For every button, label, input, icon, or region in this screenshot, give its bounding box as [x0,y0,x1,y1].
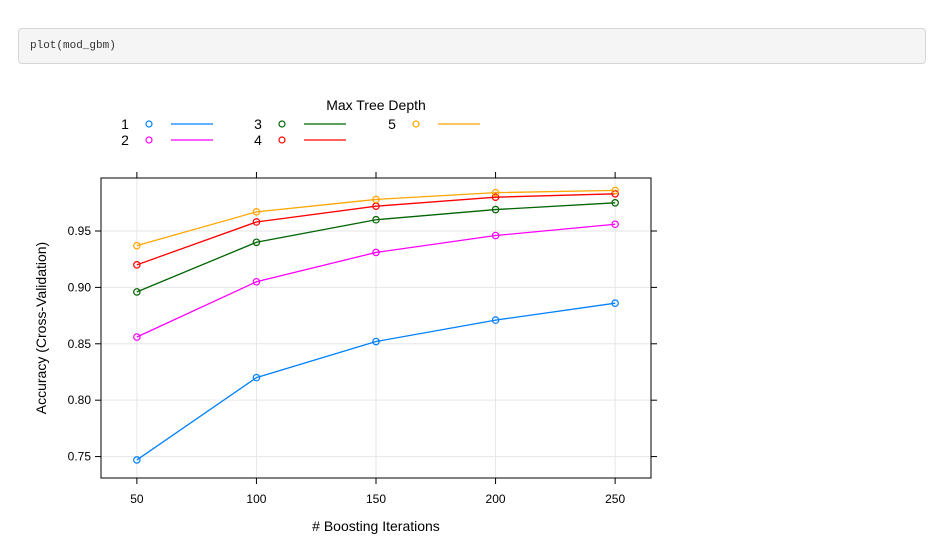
data-point [133,456,141,464]
series-line [136,202,616,293]
series-4 [133,189,619,269]
data-point [252,277,261,286]
data-point [133,241,141,250]
legend-label: 5 [388,116,396,132]
series-line [136,223,616,338]
series-3 [133,199,619,296]
x-tick-label: 100 [246,492,266,506]
y-tick-label: 0.85 [68,337,92,351]
legend-item: 3 [254,116,346,132]
data-point [611,186,619,195]
data-point [491,193,500,201]
series-5 [133,186,619,250]
legend-point [145,136,153,144]
data-point [372,248,380,257]
legend-point [278,120,286,128]
legend-item: 1 [121,116,213,132]
data-point [611,299,619,307]
legend-label: 1 [121,116,129,132]
data-point [252,238,261,247]
grid [101,178,651,478]
data-point [491,316,500,324]
legend-point [278,136,286,144]
data-point [611,220,619,229]
legend-label: 3 [254,116,262,132]
legend-item: 2 [121,132,213,148]
series-line [136,189,616,247]
data-point [491,231,500,240]
series-line [136,193,616,266]
x-tick-label: 200 [486,492,506,506]
legend-item: 4 [254,132,346,148]
data-point [372,195,380,204]
y-tick-label: 0.95 [68,224,92,238]
data-point [252,218,261,226]
x-tick-label: 50 [130,492,144,506]
legend-title: Max Tree Depth [326,97,426,113]
axes: 50 100 150 200 250 0.75 0.80 0.85 0.90 0.95 [68,172,657,506]
data-point [133,333,141,341]
code-text: plot(mod_gbm) [30,40,116,52]
series-1 [133,299,619,464]
x-tick-label: 250 [605,492,625,506]
series-2 [133,220,619,341]
data-point [491,188,500,197]
x-tick-label: 150 [366,492,386,506]
y-tick-label: 0.90 [68,280,92,294]
data-point [133,261,141,269]
data-point [372,215,380,224]
legend-point [145,120,153,128]
data-point [372,337,380,346]
y-tick-label: 0.80 [68,393,92,407]
data-point [252,373,261,382]
data-point [133,288,141,296]
data-point [491,205,500,214]
data-point [611,199,619,207]
legend: 12 34 5 [121,116,480,148]
legend-label: 2 [121,132,129,148]
series-lines [133,186,619,464]
legend-item: 5 [388,116,480,132]
data-point [252,208,261,216]
y-tick-label: 0.75 [68,450,92,464]
y-axis-label: Accuracy (Cross-Validation) [33,242,49,414]
series-line [136,302,616,461]
x-axis-label: # Boosting Iterations [312,518,440,534]
code-block: plot(mod_gbm) [18,28,926,64]
legend-point [412,120,420,128]
legend-label: 4 [254,132,262,148]
